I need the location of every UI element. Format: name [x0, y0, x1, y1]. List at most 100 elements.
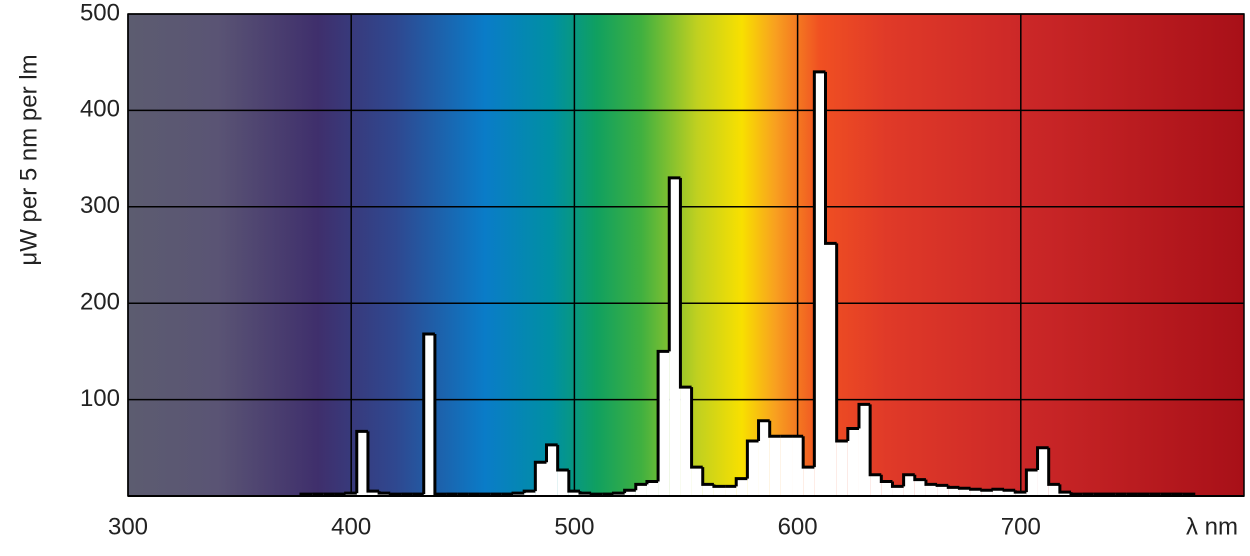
bar-outline [377, 491, 391, 495]
bar [892, 486, 904, 496]
bar-outline [545, 443, 558, 463]
bar-outline [433, 334, 447, 496]
bar-outline [1069, 492, 1083, 496]
bar-outline [623, 488, 636, 494]
bar [367, 491, 380, 496]
bar-outline [634, 482, 647, 491]
bar-outline [868, 404, 882, 477]
bar-outline [946, 485, 960, 489]
bar-outline [366, 431, 380, 493]
bar [658, 351, 670, 496]
bar-outline [422, 332, 435, 495]
bar-outline [1058, 484, 1072, 494]
bar [925, 484, 938, 496]
bar-outline [1047, 447, 1060, 486]
bar-outline [522, 489, 536, 494]
bar [546, 444, 558, 496]
bar [557, 469, 569, 496]
bar-outline [690, 387, 703, 469]
bar-outline [1013, 490, 1027, 494]
y-tick-label: 100 [80, 385, 120, 412]
bar [758, 420, 770, 496]
bar [970, 489, 982, 496]
bar-outline [757, 419, 770, 442]
x-tick-label: 700 [1001, 513, 1041, 540]
bar-outline [846, 427, 859, 442]
bar-outline [857, 402, 871, 429]
bar-outline [913, 474, 926, 482]
plot-frame [127, 13, 1245, 497]
x-axis-label: λ nm [1186, 513, 1238, 540]
bar-outline [1002, 488, 1016, 492]
bar-outline [355, 429, 368, 494]
bar-outline [734, 477, 748, 487]
bar [635, 484, 647, 496]
y-tick-label: 400 [80, 96, 120, 123]
bar [825, 243, 837, 496]
bar [535, 462, 547, 496]
bar [937, 485, 949, 496]
x-tick-label: 300 [108, 513, 148, 540]
bar-outline [667, 176, 681, 352]
bar [847, 428, 859, 496]
bar [646, 481, 659, 496]
y-axis-label: μW per 5 nm per lm [15, 54, 42, 265]
bar [747, 441, 759, 496]
bar [1059, 492, 1072, 496]
bar-outline [1024, 468, 1038, 493]
bar-outline [745, 439, 759, 479]
bar-outline [678, 177, 692, 389]
bar-outline [969, 487, 982, 491]
bar [803, 467, 815, 496]
bar [792, 436, 804, 496]
bar-outline [645, 480, 659, 485]
x-tick-label: 400 [331, 513, 371, 540]
bar [1015, 492, 1027, 496]
bar-outline [835, 243, 848, 443]
bar-outline [935, 483, 949, 487]
bar [992, 489, 1005, 496]
bar-outline [611, 491, 625, 495]
bar-outline [511, 491, 525, 495]
bar [814, 71, 826, 496]
bar-outline [890, 481, 904, 488]
bar [524, 491, 536, 496]
bar [1026, 469, 1038, 496]
bar-outline [801, 436, 815, 469]
bar-outline [556, 444, 569, 472]
bar [423, 334, 435, 496]
bar [356, 431, 368, 496]
bar [769, 436, 781, 496]
bar [624, 490, 636, 496]
x-tick-label: 500 [554, 513, 594, 540]
bar [881, 481, 893, 496]
bar-outline [388, 492, 402, 496]
bar [725, 486, 737, 496]
x-tick-label: 600 [778, 513, 818, 540]
bar [568, 491, 580, 496]
bar-outline [533, 460, 547, 492]
bar-outline [924, 479, 938, 486]
bar [981, 490, 993, 496]
y-tick-label: 500 [80, 0, 120, 26]
bar [948, 487, 960, 496]
bar [870, 474, 882, 496]
bar-outline [1036, 446, 1049, 470]
y-tick-label: 300 [80, 192, 120, 219]
bar [858, 404, 871, 496]
bar-outline [578, 491, 592, 495]
bar-outline [879, 474, 893, 484]
bar-outline [567, 469, 580, 493]
bar-outline [701, 467, 714, 486]
bar-outline [824, 71, 837, 245]
bar [914, 479, 926, 496]
bar [903, 474, 915, 496]
bar [669, 177, 681, 496]
bar [780, 436, 793, 496]
bar-outline [812, 70, 826, 468]
bar [713, 486, 726, 496]
bar [736, 478, 748, 496]
bar [836, 441, 848, 496]
